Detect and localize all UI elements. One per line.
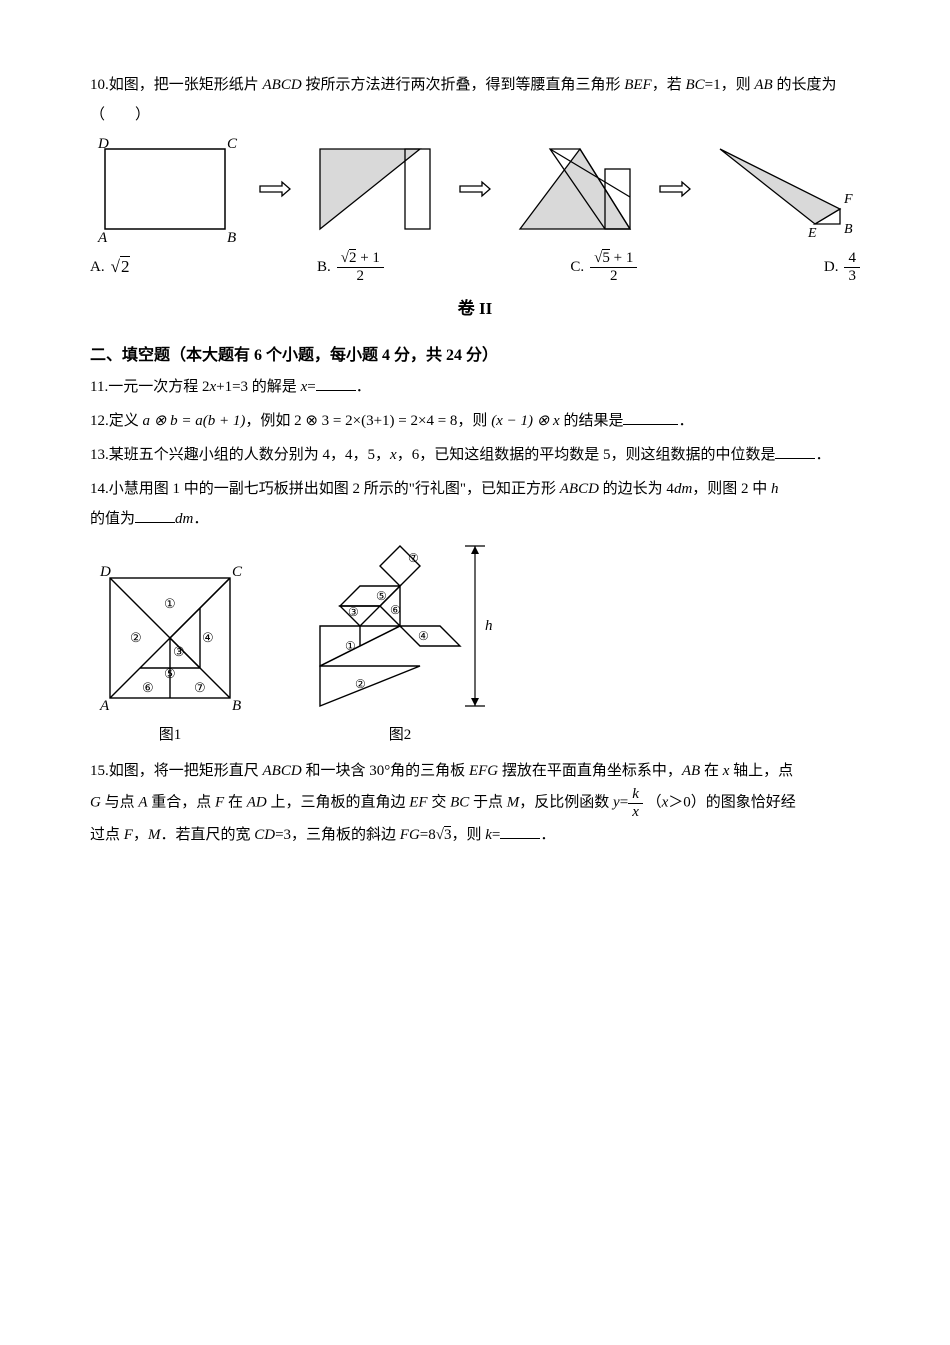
juan-title: 卷 II <box>90 292 860 326</box>
q10-fig2 <box>310 139 440 239</box>
q13: 13.某班五个兴趣小组的人数分别为 4，4，5，x，6，已知这组数据的平均数是 … <box>90 440 860 470</box>
q14-fig2: ⑦ ⑤ ③ ⑥ ④ ① ② h <box>290 538 510 718</box>
q11-blank[interactable] <box>316 375 356 391</box>
q14-fig-labels: 图1 图2 <box>90 720 860 750</box>
svg-text:D: D <box>97 136 109 152</box>
q10-fig4: F E B <box>710 139 860 239</box>
svg-text:F: F <box>843 192 853 207</box>
q13-blank[interactable] <box>775 443 815 459</box>
svg-text:③: ③ <box>173 644 185 659</box>
q15-blank[interactable] <box>500 823 540 839</box>
svg-text:A: A <box>99 698 110 714</box>
q10-choices: A. √2 B. √2 + 12 C. √5 + 12 D. 43 <box>90 250 860 284</box>
q10-choice-a[interactable]: A. √2 <box>90 250 130 284</box>
section2-title: 二、填空题（本大题有 6 个小题，每小题 4 分，共 24 分） <box>90 340 860 372</box>
q10-fig1: D C A B <box>90 134 240 244</box>
q10-num: 10. <box>90 77 109 93</box>
svg-text:⑤: ⑤ <box>164 666 176 681</box>
arrow-icon <box>658 180 692 198</box>
svg-text:C: C <box>232 564 243 580</box>
svg-text:⑦: ⑦ <box>194 680 206 695</box>
q12-blank[interactable] <box>623 409 678 425</box>
q11: 11.一元一次方程 2x+1=3 的解是 x=． <box>90 372 860 402</box>
q14-text: 14.小慧用图 1 中的一副七巧板拼出如图 2 所示的"行礼图"，已知正方形 A… <box>90 474 860 534</box>
svg-text:E: E <box>807 226 817 239</box>
q15: 15.如图，将一把矩形直尺 ABCD 和一块含 30°角的三角板 EFG 摆放在… <box>90 756 860 850</box>
svg-text:⑥: ⑥ <box>390 603 401 617</box>
svg-text:③: ③ <box>348 605 359 619</box>
q10-choice-c[interactable]: C. √5 + 12 <box>570 250 637 284</box>
svg-text:B: B <box>232 698 241 714</box>
svg-text:⑥: ⑥ <box>142 680 154 695</box>
q12: 12.定义 a ⊗ b = a(b + 1)，例如 2 ⊗ 3 = 2×(3+1… <box>90 406 860 436</box>
q14-fig1: D C A B ① ② ③ ④ ⑤ ⑥ ⑦ <box>90 558 250 718</box>
svg-text:⑦: ⑦ <box>408 551 419 565</box>
svg-text:A: A <box>97 230 108 244</box>
q10-choice-b[interactable]: B. √2 + 12 <box>317 250 384 284</box>
svg-text:①: ① <box>345 639 356 653</box>
svg-text:④: ④ <box>418 629 429 643</box>
svg-text:B: B <box>844 222 853 237</box>
svg-text:⑤: ⑤ <box>376 589 387 603</box>
svg-text:②: ② <box>355 677 366 691</box>
arrow-icon <box>258 180 292 198</box>
svg-text:④: ④ <box>202 630 214 645</box>
arrow-icon <box>458 180 492 198</box>
svg-text:②: ② <box>130 630 142 645</box>
q10-figures: D C A B F E B <box>90 134 860 244</box>
svg-text:C: C <box>227 136 238 152</box>
q14-figures: D C A B ① ② ③ ④ ⑤ ⑥ ⑦ ⑦ ⑤ ③ <box>90 538 860 718</box>
svg-text:h: h <box>485 618 493 634</box>
svg-text:①: ① <box>164 596 176 611</box>
q14-blank[interactable] <box>135 507 175 523</box>
q10-fig3 <box>510 139 640 239</box>
q10-text: 10.如图，把一张矩形纸片 ABCD 按所示方法进行两次折叠，得到等腰直角三角形… <box>90 70 860 130</box>
svg-text:D: D <box>99 564 111 580</box>
svg-text:B: B <box>227 230 236 244</box>
q10-choice-d[interactable]: D. 43 <box>824 250 860 284</box>
